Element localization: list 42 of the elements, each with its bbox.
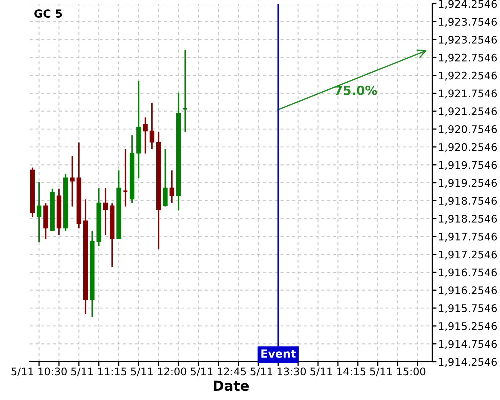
candlestick xyxy=(150,102,155,150)
x-tick-label: 5/11 14:15 xyxy=(310,368,366,376)
y-tick-label: 1,918.2546 xyxy=(439,215,498,224)
x-tick-label: 5/11 12:45 xyxy=(191,368,246,376)
y-tick-label: 1,914.2546 xyxy=(439,358,498,368)
x-axis-title: Date xyxy=(214,380,250,392)
y-tick-label: 1,919.2546 xyxy=(439,179,498,188)
y-tick-label: 1,915.2546 xyxy=(439,322,498,332)
y-tick-label: 1,919.7546 xyxy=(439,161,498,170)
candlestick xyxy=(143,116,148,155)
y-tick-label: 1,923.2546 xyxy=(439,36,498,45)
y-tick-label: 1,922.2546 xyxy=(439,72,498,81)
x-tick-label: 5/11 12:00 xyxy=(131,368,187,376)
y-tick-label: 1,918.7546 xyxy=(439,197,498,206)
candlestick xyxy=(36,181,42,244)
candlestick xyxy=(70,156,75,208)
y-tick-label: 1,916.2546 xyxy=(439,286,498,296)
y-tick-label: 1,921.7546 xyxy=(439,90,498,99)
x-tick-label: 5/11 15:00 xyxy=(370,368,426,376)
chart-title: GC 5 xyxy=(34,10,62,18)
candlestick xyxy=(163,148,168,208)
candlestick xyxy=(103,188,108,236)
candlestick xyxy=(122,148,128,208)
y-tick-label: 1,923.7546 xyxy=(439,18,498,28)
x-tick-label: 5/11 13:30 xyxy=(250,368,306,376)
y-tick-label: 1,924.2546 xyxy=(439,0,498,10)
y-tick-label: 1,914.7546 xyxy=(439,340,498,350)
y-tick-label: 1,922.7546 xyxy=(439,54,498,63)
candlestick xyxy=(170,170,174,204)
candlestick xyxy=(182,49,188,133)
y-tick-label: 1,920.2546 xyxy=(439,143,498,152)
y-tick-label: 1,916.7546 xyxy=(439,268,498,278)
y-tick-label: 1,917.7546 xyxy=(439,232,498,242)
x-tick-label: 5/11 10:30 xyxy=(12,368,67,376)
candlestick xyxy=(44,202,48,240)
y-tick-label: 1,917.2546 xyxy=(439,250,498,260)
annotation: 75.0% xyxy=(335,86,378,96)
y-tick-label: 1,915.7546 xyxy=(439,304,498,314)
ref-line-label: Event xyxy=(262,350,296,358)
x-tick-label: 5/11 11:15 xyxy=(72,368,127,376)
y-tick-label: 1,920.7546 xyxy=(439,126,498,134)
y-tick-label: 1,921.2546 xyxy=(439,108,498,117)
